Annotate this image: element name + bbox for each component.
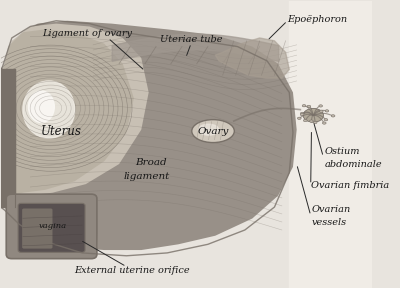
Ellipse shape [307,105,311,107]
Text: Ovarian fimbria: Ovarian fimbria [312,181,390,190]
Text: Ostium: Ostium [324,147,360,156]
Ellipse shape [198,124,219,135]
Ellipse shape [300,112,304,115]
Ellipse shape [313,121,317,124]
Text: External uterine orifice: External uterine orifice [74,266,190,275]
Ellipse shape [319,105,322,107]
Ellipse shape [325,110,329,112]
Ellipse shape [324,119,328,121]
Ellipse shape [23,81,75,138]
Text: Epoëphoron: Epoëphoron [288,15,348,24]
Ellipse shape [331,115,335,117]
Text: Ligament of ovary: Ligament of ovary [43,29,133,38]
Text: Uteriae tube: Uteriae tube [160,35,222,44]
Polygon shape [1,21,297,250]
Text: Ovarian: Ovarian [312,205,351,215]
Polygon shape [1,29,134,198]
Ellipse shape [303,109,324,122]
Polygon shape [1,69,16,207]
Ellipse shape [298,117,301,120]
Ellipse shape [192,120,234,143]
Polygon shape [215,38,289,78]
Text: vagina: vagina [38,222,66,230]
Text: ligament: ligament [124,173,170,181]
Polygon shape [10,196,97,254]
Ellipse shape [300,113,304,116]
Text: Broad: Broad [135,158,166,167]
FancyBboxPatch shape [18,203,85,252]
Ellipse shape [320,110,323,112]
Polygon shape [1,24,149,201]
Text: vessels: vessels [312,218,346,227]
Ellipse shape [310,120,313,122]
Text: Ovary: Ovary [198,127,229,136]
Ellipse shape [322,122,326,124]
Text: abdominale: abdominale [324,160,382,168]
Ellipse shape [302,105,306,107]
FancyBboxPatch shape [22,209,52,249]
FancyBboxPatch shape [6,194,97,259]
Text: Uterus: Uterus [41,125,82,138]
Ellipse shape [28,91,54,122]
Ellipse shape [304,119,307,122]
